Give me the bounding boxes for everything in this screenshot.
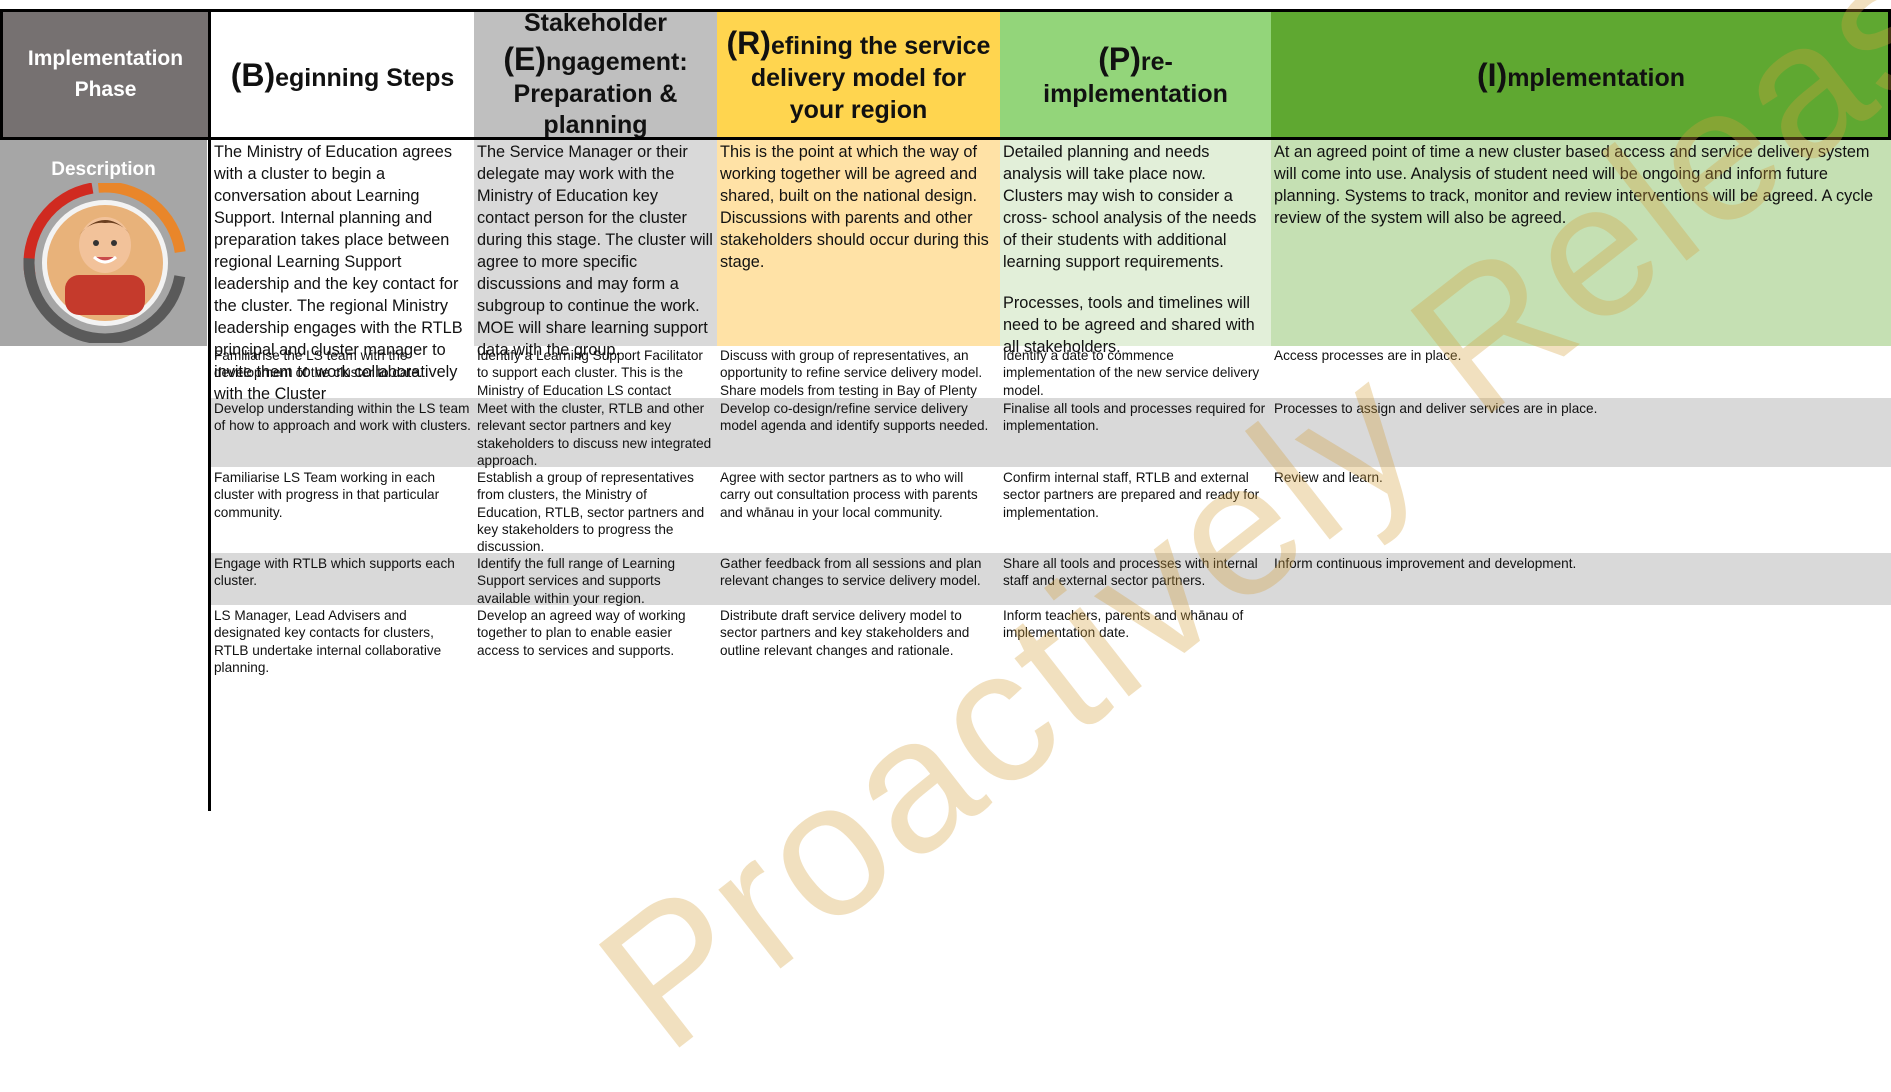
- phase-header: (I)mplementation: [1271, 10, 1891, 139]
- phase-title: (R)efining the service delivery model fo…: [725, 23, 992, 126]
- phase-title: (I)mplementation: [1477, 55, 1685, 95]
- phase-name: mplementation: [1507, 63, 1685, 92]
- step-text: Develop an agreed way of working togethe…: [477, 608, 686, 658]
- phase-description: At an agreed point of time a new cluster…: [1271, 139, 1891, 346]
- row-band: [211, 467, 1891, 553]
- phase-title: (P)re-implementation: [1008, 39, 1263, 110]
- step-text: Inform teachers, parents and whānau of i…: [1003, 608, 1244, 641]
- description-label: Description: [51, 159, 156, 180]
- description-paragraph: Detailed planning and needs analysis wil…: [1003, 143, 1257, 271]
- step-text: Identify the full range of Learning Supp…: [477, 556, 675, 606]
- step-text: Finalise all tools and processes require…: [1003, 401, 1266, 434]
- step-text: Processes to assign and deliver services…: [1274, 401, 1598, 416]
- step-text: Review and learn.: [1274, 470, 1383, 485]
- step-text: Establish a group of representatives fro…: [477, 470, 705, 554]
- step-text: Meet with the cluster, RTLB and other re…: [477, 401, 712, 468]
- phase-title: Stakeholder (E)ngagement: Preparation & p…: [482, 8, 709, 142]
- step-text: LS Manager, Lead Advisers and designated…: [214, 608, 442, 675]
- row-band: [211, 553, 1891, 605]
- phase-description: Detailed planning and needs analysis wil…: [1000, 139, 1271, 356]
- phase-name: efining the service delivery model for y…: [750, 32, 991, 124]
- row-band: [211, 398, 1891, 467]
- description-paragraph: This is the point at which the way of wo…: [720, 143, 989, 271]
- phase-header: Stakeholder (E)ngagement: Preparation & p…: [474, 8, 717, 142]
- step-text: Identify a Learning Support Facilitator …: [477, 348, 703, 398]
- phase-header: (P)re-implementation: [1000, 10, 1271, 139]
- step-text: Distribute draft service delivery model …: [720, 608, 970, 658]
- step-text: Develop co-design/refine service deliver…: [720, 401, 989, 434]
- step-text: Inform continuous improvement and develo…: [1274, 556, 1577, 571]
- phase-name: eginning Steps: [275, 63, 455, 92]
- phase-letter: (B): [230, 56, 276, 93]
- phase-description: This is the point at which the way of wo…: [717, 139, 1000, 346]
- phase-pre: Stakeholder: [523, 8, 668, 37]
- step-text: Agree with sector partners as to who wil…: [720, 470, 978, 520]
- description-paragraph: At an agreed point of time a new cluster…: [1274, 143, 1874, 227]
- step-text: Access processes are in place.: [1274, 348, 1462, 363]
- step-text: Familiarise the LS team with the develop…: [214, 348, 423, 381]
- phase-label: Implementation Phase: [0, 10, 211, 139]
- step-text: Identify a date to commence implementati…: [1003, 348, 1260, 398]
- divider-line: [208, 9, 211, 811]
- phase-description: The Ministry of Education agrees with a …: [211, 139, 474, 403]
- description-cell: Description: [0, 139, 207, 346]
- phase-letter: (E): [503, 40, 546, 77]
- step-text: Confirm internal staff, RTLB and externa…: [1003, 470, 1260, 520]
- phase-letter: (P): [1098, 40, 1141, 77]
- step-text: Share all tools and processes with inter…: [1003, 556, 1258, 589]
- phase-name: re-implementation: [1043, 47, 1228, 108]
- row-band: [211, 345, 1891, 398]
- phase-header: (B)eginning Steps: [211, 10, 474, 139]
- phase-name: ngagement: Preparation & planning: [513, 47, 688, 140]
- phase-letter: (R): [726, 25, 771, 62]
- description-paragraph: The Service Manager or their delegate ma…: [477, 143, 713, 359]
- description-paragraph: Processes, tools and timelines will need…: [1003, 294, 1255, 356]
- phase-letter: (I): [1477, 56, 1508, 93]
- step-text: Familiarise LS Team working in each clus…: [214, 470, 440, 520]
- phase-title: (B)eginning Steps: [231, 55, 455, 95]
- step-text: Gather feedback from all sessions and pl…: [720, 556, 982, 589]
- phase-header: (R)efining the service delivery model fo…: [717, 10, 1000, 139]
- step-text: Develop understanding within the LS team…: [214, 401, 471, 434]
- description-paragraph: The Ministry of Education agrees with a …: [214, 143, 463, 403]
- step-text: Engage with RTLB which supports each clu…: [214, 556, 455, 589]
- row-band: [211, 605, 1891, 660]
- phase-description: The Service Manager or their delegate ma…: [474, 139, 717, 359]
- child-photo: [23, 183, 187, 343]
- step-text: Discuss with group of representatives, a…: [720, 348, 983, 398]
